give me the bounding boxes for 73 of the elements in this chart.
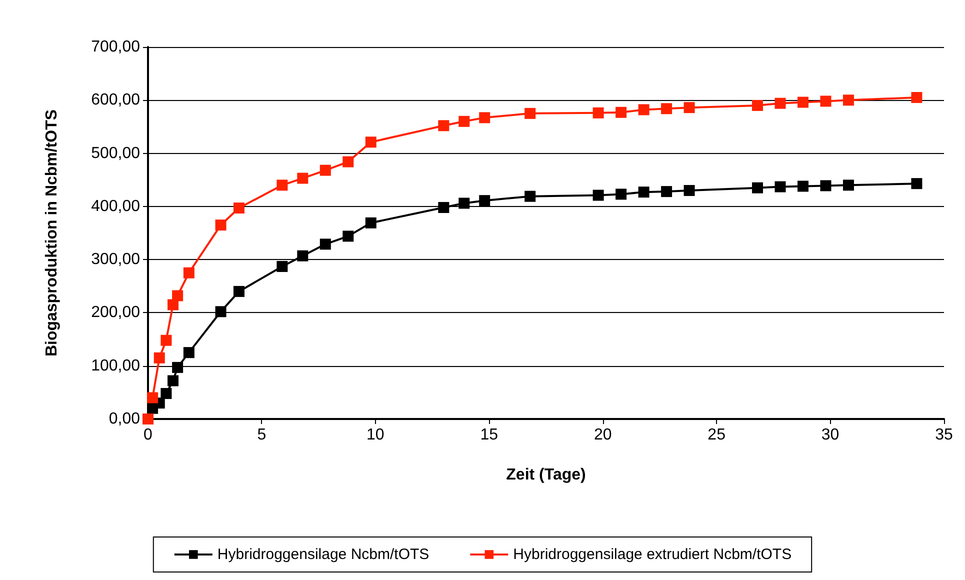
point bbox=[320, 164, 331, 176]
point bbox=[592, 107, 604, 118]
x-tick-label: 15 bbox=[480, 426, 498, 444]
point bbox=[524, 190, 536, 202]
point bbox=[342, 230, 354, 242]
point bbox=[160, 388, 172, 399]
point bbox=[524, 108, 536, 119]
point bbox=[820, 180, 832, 192]
x-tick-label: 25 bbox=[708, 426, 726, 444]
y-tick-label: 600,00 bbox=[91, 92, 140, 109]
point bbox=[820, 96, 832, 107]
y-tick-label: 500,00 bbox=[91, 144, 140, 162]
x-tick-label: 5 bbox=[257, 426, 266, 444]
point bbox=[438, 202, 450, 213]
point bbox=[172, 290, 184, 302]
point bbox=[592, 190, 604, 201]
point bbox=[616, 106, 627, 118]
y-tick-label: 700,00 bbox=[91, 38, 140, 56]
point bbox=[215, 220, 226, 231]
y-tick-label: 0,00 bbox=[108, 410, 140, 428]
point bbox=[661, 103, 672, 114]
x-axis-title: Zeit (Tage) bbox=[506, 466, 586, 484]
point bbox=[297, 250, 308, 262]
point bbox=[233, 286, 244, 297]
point bbox=[147, 392, 158, 404]
x-tick-label: 30 bbox=[821, 426, 840, 444]
point bbox=[774, 98, 786, 109]
point bbox=[458, 198, 470, 209]
point bbox=[616, 188, 627, 200]
point bbox=[233, 202, 244, 214]
point bbox=[168, 375, 179, 386]
point bbox=[774, 181, 786, 192]
x-tick-label: 20 bbox=[594, 426, 612, 444]
legend-label: Hybridroggensilage extrudiert Ncbm/tOTS bbox=[513, 546, 792, 563]
y-axis-title: Biogasproduktion in Ncbm/tOTS bbox=[44, 109, 60, 357]
point bbox=[684, 102, 695, 114]
point bbox=[215, 306, 226, 318]
point bbox=[438, 120, 450, 132]
point bbox=[276, 180, 288, 191]
point bbox=[752, 100, 764, 111]
point bbox=[911, 178, 922, 190]
x-tick-label: 35 bbox=[935, 426, 953, 444]
point bbox=[183, 267, 194, 278]
point bbox=[172, 362, 184, 373]
point bbox=[183, 347, 194, 358]
y-tick-label: 400,00 bbox=[91, 198, 140, 215]
point bbox=[276, 260, 288, 272]
point bbox=[661, 186, 672, 198]
point bbox=[458, 116, 470, 127]
y-tick-label: 300,00 bbox=[91, 251, 140, 268]
x-tick-label: 0 bbox=[144, 426, 153, 444]
point bbox=[160, 334, 172, 346]
point bbox=[797, 96, 808, 108]
point bbox=[479, 195, 490, 206]
point bbox=[684, 184, 695, 196]
legend-label: Hybridroggensilage Ncbm/tOTS bbox=[217, 546, 430, 563]
point bbox=[752, 182, 764, 194]
point bbox=[365, 136, 376, 148]
point bbox=[154, 352, 165, 364]
point bbox=[911, 92, 922, 103]
point bbox=[479, 112, 490, 124]
x-tick-label: 10 bbox=[366, 426, 384, 444]
y-tick-label: 200,00 bbox=[91, 304, 140, 322]
point bbox=[342, 156, 354, 168]
point bbox=[797, 180, 808, 192]
point bbox=[638, 186, 650, 198]
point bbox=[365, 217, 376, 228]
point bbox=[320, 238, 331, 250]
point bbox=[297, 172, 308, 184]
y-tick-label: 100,00 bbox=[91, 357, 140, 374]
point bbox=[842, 94, 854, 106]
point bbox=[842, 180, 854, 191]
point bbox=[638, 104, 650, 116]
